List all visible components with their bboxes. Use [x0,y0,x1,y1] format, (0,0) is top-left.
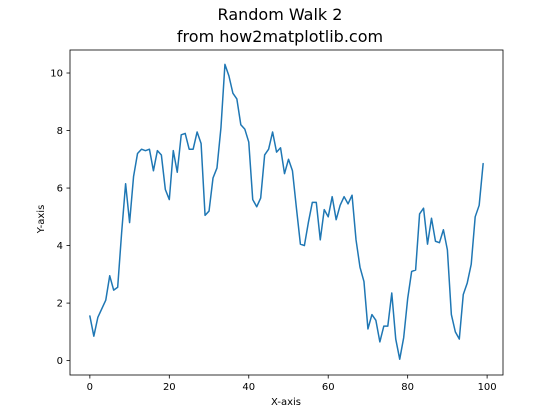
series-line [89,63,484,360]
x-tick-label: 0 [87,382,93,393]
x-tick-label: 60 [322,382,335,393]
plot-frame [69,49,504,376]
y-tick-label: 2 [57,299,63,310]
y-tick-label: 8 [57,126,63,137]
chart-title: Random Walk 2 [218,5,343,24]
x-tick-label: 40 [242,382,255,393]
x-tick-label: 100 [478,382,497,393]
x-axis-label: X-axis [271,397,301,408]
y-tick-label: 10 [50,69,63,80]
chart-subtitle: from how2matplotlib.com [177,27,383,46]
y-axis-ticks: 0 2 4 6 8 10 [50,69,70,367]
y-tick-label: 6 [57,184,63,195]
x-tick-label: 20 [163,382,176,393]
y-axis-label: Y-axis [36,205,47,235]
y-tick-label: 4 [57,241,63,252]
y-tick-label: 0 [57,356,63,367]
x-tick-label: 80 [401,382,414,393]
x-axis-ticks: 0 20 40 60 80 100 [87,375,497,393]
